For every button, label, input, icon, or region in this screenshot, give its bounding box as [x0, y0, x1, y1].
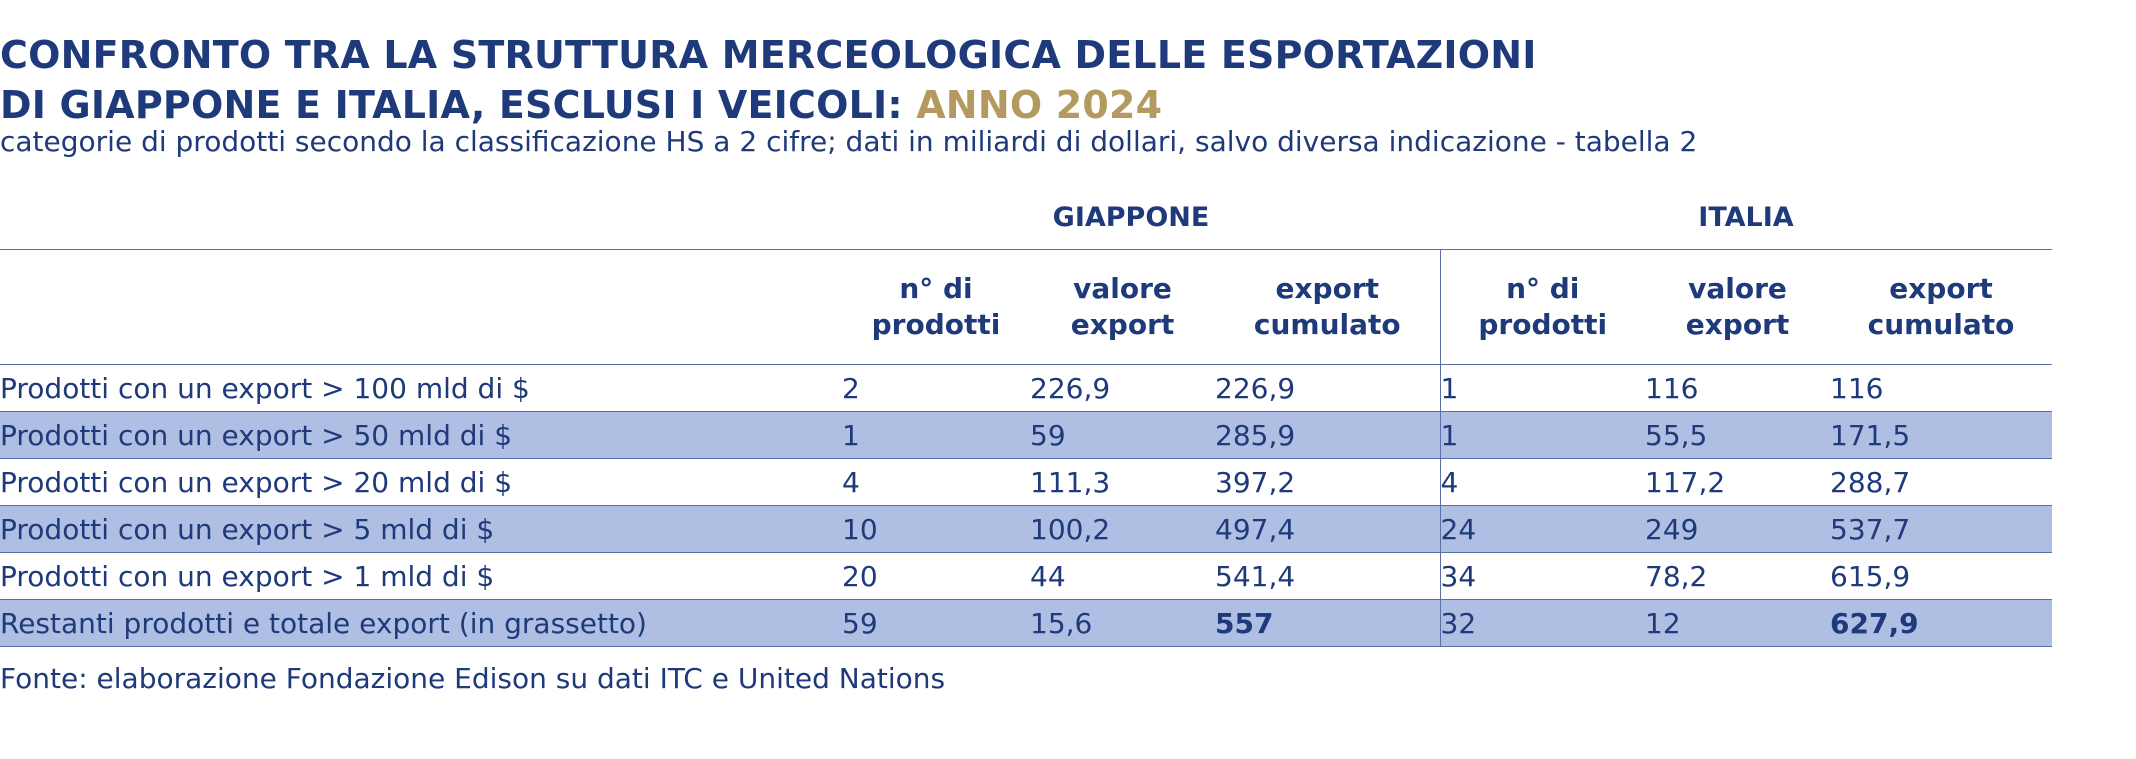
- it-n-products-cell: 1: [1439, 411, 1645, 459]
- jp-cumulative-cell: 226,9: [1215, 364, 1440, 412]
- row-label: Prodotti con un export > 50 mld di $: [0, 411, 842, 459]
- table-row: Prodotti con un export > 100 mld di $ 2 …: [0, 364, 2052, 412]
- it-n-products-cell: 32: [1439, 599, 1645, 647]
- row-label: Prodotti con un export > 5 mld di $: [0, 505, 842, 553]
- row-label: Prodotti con un export > 1 mld di $: [0, 552, 842, 600]
- it-export-value-cell: 78,2: [1645, 552, 1830, 600]
- table-row-total: Restanti prodotti e totale export (in gr…: [0, 599, 2052, 647]
- jp-n-products-cell: 2: [842, 364, 1030, 412]
- row-label: Restanti prodotti e totale export (in gr…: [0, 599, 842, 647]
- column-header-it-cumulative: export cumulato: [1830, 249, 2052, 365]
- column-header-category: [0, 249, 842, 365]
- table-row: Prodotti con un export > 5 mld di $ 10 1…: [0, 505, 2052, 553]
- it-cumulative-cell: 171,5: [1830, 411, 2052, 459]
- jp-n-products-cell: 1: [842, 411, 1030, 459]
- group-header-japan: GIAPPONE: [1052, 202, 1210, 233]
- jp-export-value-cell: 111,3: [1030, 458, 1215, 506]
- title-line-2-text: DI GIAPPONE E ITALIA, ESCLUSI I VEICOLI:: [0, 83, 903, 127]
- it-cumulative-cell: 537,7: [1830, 505, 2052, 553]
- row-label: Prodotti con un export > 100 mld di $: [0, 364, 842, 412]
- jp-n-products-cell: 4: [842, 458, 1030, 506]
- it-n-products-cell: 4: [1439, 458, 1645, 506]
- row-label: Prodotti con un export > 20 mld di $: [0, 458, 842, 506]
- jp-export-value-cell: 44: [1030, 552, 1215, 600]
- jp-n-products-cell: 20: [842, 552, 1030, 600]
- jp-cumulative-cell: 497,4: [1215, 505, 1440, 553]
- it-total-export-cell: 627,9: [1830, 599, 2052, 647]
- column-header-jp-n-products: n° di prodotti: [842, 249, 1030, 365]
- it-cumulative-cell: 288,7: [1830, 458, 2052, 506]
- it-n-products-cell: 24: [1439, 505, 1645, 553]
- jp-export-value-cell: 100,2: [1030, 505, 1215, 553]
- it-n-products-cell: 1: [1439, 364, 1645, 412]
- it-cumulative-cell: 116: [1830, 364, 2052, 412]
- jp-cumulative-cell: 541,4: [1215, 552, 1440, 600]
- jp-export-value-cell: 15,6: [1030, 599, 1215, 647]
- jp-cumulative-cell: 397,2: [1215, 458, 1440, 506]
- column-header-it-n-products: n° di prodotti: [1439, 249, 1645, 365]
- table-row: Prodotti con un export > 50 mld di $ 1 5…: [0, 411, 2052, 459]
- jp-n-products-cell: 10: [842, 505, 1030, 553]
- it-export-value-cell: 117,2: [1645, 458, 1830, 506]
- column-header-jp-cumulative: export cumulato: [1215, 249, 1440, 365]
- it-export-value-cell: 116: [1645, 364, 1830, 412]
- group-header-italy: ITALIA: [1698, 202, 1794, 233]
- page-subtitle: categorie di prodotti secondo la classif…: [0, 125, 1698, 158]
- title-year: ANNO 2024: [916, 83, 1163, 127]
- it-export-value-cell: 249: [1645, 505, 1830, 553]
- jp-total-export-cell: 557: [1215, 599, 1440, 647]
- source-note: Fonte: elaborazione Fondazione Edison su…: [0, 662, 946, 695]
- it-n-products-cell: 34: [1439, 552, 1645, 600]
- it-export-value-cell: 12: [1645, 599, 1830, 647]
- page-title: CONFRONTO TRA LA STRUTTURA MERCEOLOGICA …: [0, 30, 1537, 130]
- jp-cumulative-cell: 285,9: [1215, 411, 1440, 459]
- jp-export-value-cell: 226,9: [1030, 364, 1215, 412]
- it-export-value-cell: 55,5: [1645, 411, 1830, 459]
- column-header-it-export-value: valore export: [1645, 249, 1830, 365]
- it-cumulative-cell: 615,9: [1830, 552, 2052, 600]
- table-row: Prodotti con un export > 1 mld di $ 20 4…: [0, 552, 2052, 600]
- title-line-2: DI GIAPPONE E ITALIA, ESCLUSI I VEICOLI:…: [0, 80, 1537, 130]
- title-line-1: CONFRONTO TRA LA STRUTTURA MERCEOLOGICA …: [0, 33, 1537, 77]
- table-row: Prodotti con un export > 20 mld di $ 4 1…: [0, 458, 2052, 506]
- column-header-jp-export-value: valore export: [1030, 249, 1215, 365]
- jp-export-value-cell: 59: [1030, 411, 1215, 459]
- export-structure-table: n° di prodotti valore export export cumulat…: [0, 249, 2052, 647]
- column-header-row: n° di prodotti valore export export cumulat…: [0, 249, 2052, 365]
- jp-n-products-cell: 59: [842, 599, 1030, 647]
